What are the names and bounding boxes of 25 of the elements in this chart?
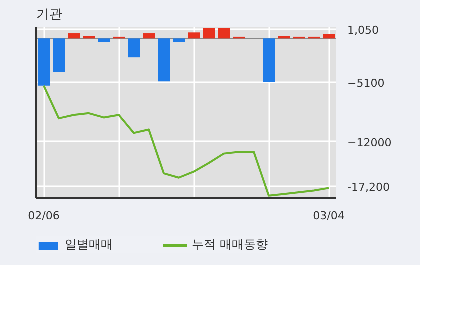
bar [263,38,275,82]
line-series [43,84,330,197]
y-tick-label: 1,050 [348,24,379,38]
y-tick-label: −5100 [348,76,385,90]
x-tick-label: 03/04 [313,210,345,222]
bar [203,28,215,39]
bar [173,38,185,42]
bar [323,34,335,39]
bar [128,38,140,58]
chart-title: 기관 [36,8,62,22]
legend-label: 일별매매 [65,236,113,254]
bar [83,36,95,39]
bar [143,34,155,39]
bar [278,36,290,39]
legend-label: 누적 매매동향 [192,236,268,254]
bar [218,28,230,39]
bar [68,34,80,39]
y-tick-label: −12000 [348,136,392,150]
x-tick-label: 02/06 [28,210,60,222]
bar [98,38,110,42]
bar [53,38,65,72]
bar [188,32,200,39]
bar [158,38,170,82]
y-tick-label: -17,200 [348,180,390,194]
bar [38,38,50,86]
